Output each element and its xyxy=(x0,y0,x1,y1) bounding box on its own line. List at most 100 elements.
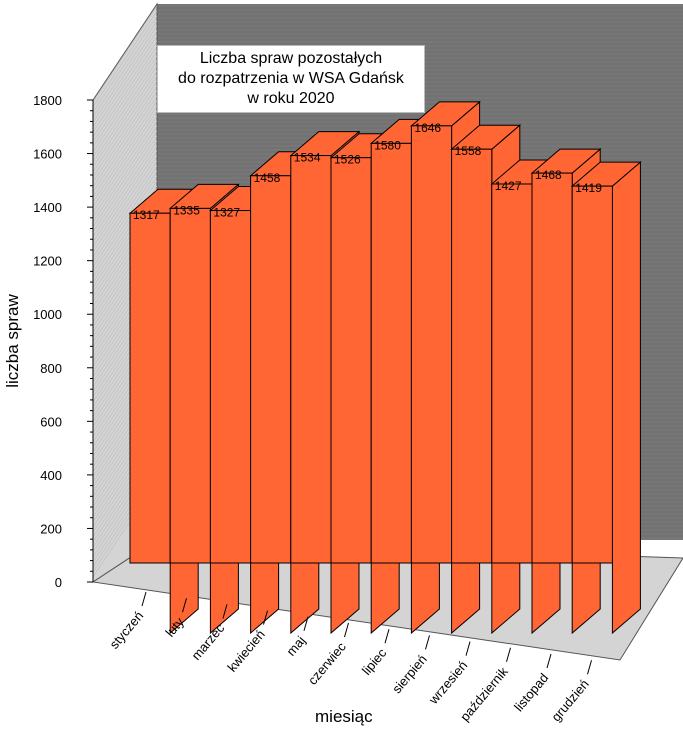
x-tick xyxy=(263,610,268,625)
left-wall-grid-line xyxy=(92,115,158,213)
left-wall-grid-line xyxy=(92,165,158,263)
bar-front xyxy=(410,125,453,564)
x-tick xyxy=(384,629,390,644)
bar-value-label: 1317 xyxy=(133,208,160,222)
x-tick xyxy=(506,647,511,662)
left-wall-grid-line xyxy=(92,135,158,233)
bar-front xyxy=(129,212,171,564)
bar-value-label: 1335 xyxy=(173,203,200,217)
bar-value-label: 1458 xyxy=(254,171,281,185)
bar-front xyxy=(169,207,211,564)
left-wall-grid-line xyxy=(92,170,158,268)
x-tick xyxy=(465,641,471,656)
y-tick-label: 0 xyxy=(55,575,62,590)
left-wall-grid-line xyxy=(92,130,158,228)
left-wall-grid-line xyxy=(92,65,158,163)
left-wall-grid-line xyxy=(92,40,158,138)
left-wall-grid-line xyxy=(92,30,158,128)
left-wall-grid-line xyxy=(92,80,158,178)
left-wall-grid-line xyxy=(92,105,158,203)
left-wall-grid-line xyxy=(92,95,158,193)
chart-title: Liczba spraw pozostałych do rozpatrzenia… xyxy=(157,45,425,113)
x-tick-label: kwiecień xyxy=(224,627,268,675)
left-wall-grid-line xyxy=(92,120,158,218)
left-wall-grid-line xyxy=(92,50,158,148)
chart-title-line-2: do rozpatrzenia w WSA Gdańsk xyxy=(178,70,404,87)
left-wall-grid-line xyxy=(92,110,158,208)
x-tick-label: wrzesień xyxy=(425,658,470,708)
bar-front xyxy=(290,155,332,564)
left-wall-grid-line xyxy=(92,10,158,108)
left-wall-grid-line xyxy=(92,25,158,123)
left-wall-grid-line xyxy=(92,100,158,198)
x-tick-label: maj xyxy=(283,633,308,659)
x-tick xyxy=(222,604,228,619)
bar-side xyxy=(611,161,641,635)
x-tick xyxy=(425,635,430,650)
chart-bars: 1317 1335 1327 1458 1534 1526 1580 1646 1558 1427… xyxy=(128,100,642,635)
bar-value-label: 1580 xyxy=(374,138,401,152)
y-tick-label: 800 xyxy=(40,361,62,376)
x-tick xyxy=(587,660,592,675)
bar-value-label: 1526 xyxy=(334,153,361,167)
left-wall-grid-line xyxy=(92,60,158,158)
left-wall-grid-line xyxy=(92,160,158,258)
left-wall-grid-line xyxy=(92,5,158,103)
left-wall-grid-line xyxy=(92,125,158,223)
left-wall-grid-line xyxy=(92,175,158,273)
y-axis-label: liczba spraw xyxy=(3,294,22,388)
left-wall-grid-line xyxy=(92,20,158,118)
bar-front xyxy=(250,175,292,564)
left-wall-grid-line xyxy=(92,85,158,183)
y-axis: 0 200 400 600 800 1000 1200 1400 1600 1800 xyxy=(33,93,94,590)
left-wall-grid-line xyxy=(92,75,158,173)
left-wall-grid-line xyxy=(92,45,158,143)
bar-value-label: 1427 xyxy=(495,179,522,193)
bar-value-label: 1419 xyxy=(575,181,602,195)
left-wall-grid-line xyxy=(92,180,158,278)
x-tick xyxy=(141,591,147,607)
bar-front xyxy=(330,157,372,564)
bar-front xyxy=(531,172,573,564)
y-tick-label: 1800 xyxy=(33,93,62,108)
x-tick-label: lipiec xyxy=(359,645,390,678)
y-tick-label: 1400 xyxy=(33,200,62,215)
bar-value-label: 1468 xyxy=(535,168,562,182)
x-tick xyxy=(344,622,349,638)
bar-front xyxy=(491,183,533,564)
x-tick xyxy=(303,616,309,631)
bar-front xyxy=(370,142,412,564)
x-tick-label: czerwiec xyxy=(305,639,349,688)
y-tick-label: 400 xyxy=(40,468,62,483)
x-axis-label: miesiąc xyxy=(315,707,373,726)
left-wall-grid-line xyxy=(92,55,158,153)
left-wall-grid-line xyxy=(92,90,158,188)
bar-front xyxy=(451,148,493,564)
bar-front xyxy=(209,210,252,564)
y-tick-label: 1600 xyxy=(33,147,62,162)
left-wall-grid-line xyxy=(92,35,158,133)
x-tick xyxy=(546,653,552,669)
bar: 1419 xyxy=(570,161,642,635)
bar-value-label: 1327 xyxy=(213,206,240,220)
y-tick-label: 1000 xyxy=(33,307,62,322)
left-wall-grid-line xyxy=(92,15,158,113)
left-wall-grid-line xyxy=(92,150,158,248)
chart-title-line-3: w roku 2020 xyxy=(247,90,335,107)
left-wall-grid-line xyxy=(92,155,158,253)
bar-value-label: 1646 xyxy=(414,121,441,135)
chart-title-line-1: Liczba spraw pozostałych xyxy=(199,50,383,67)
y-tick-label: 600 xyxy=(40,414,62,429)
x-tick-label: marzec xyxy=(188,620,227,663)
y-tick-label: 200 xyxy=(40,521,62,536)
x-tick-label: styczeń xyxy=(106,608,146,651)
left-wall-grid-line xyxy=(92,145,158,243)
x-tick-label: listopad xyxy=(511,670,551,714)
bar-front xyxy=(571,185,613,564)
left-wall-grid-line xyxy=(92,140,158,238)
x-tick-label: sierpień xyxy=(389,652,430,697)
left-wall-grid-line xyxy=(92,70,158,168)
x-tick-label: grudzień xyxy=(548,676,592,724)
bar-value-label: 1558 xyxy=(455,144,482,158)
